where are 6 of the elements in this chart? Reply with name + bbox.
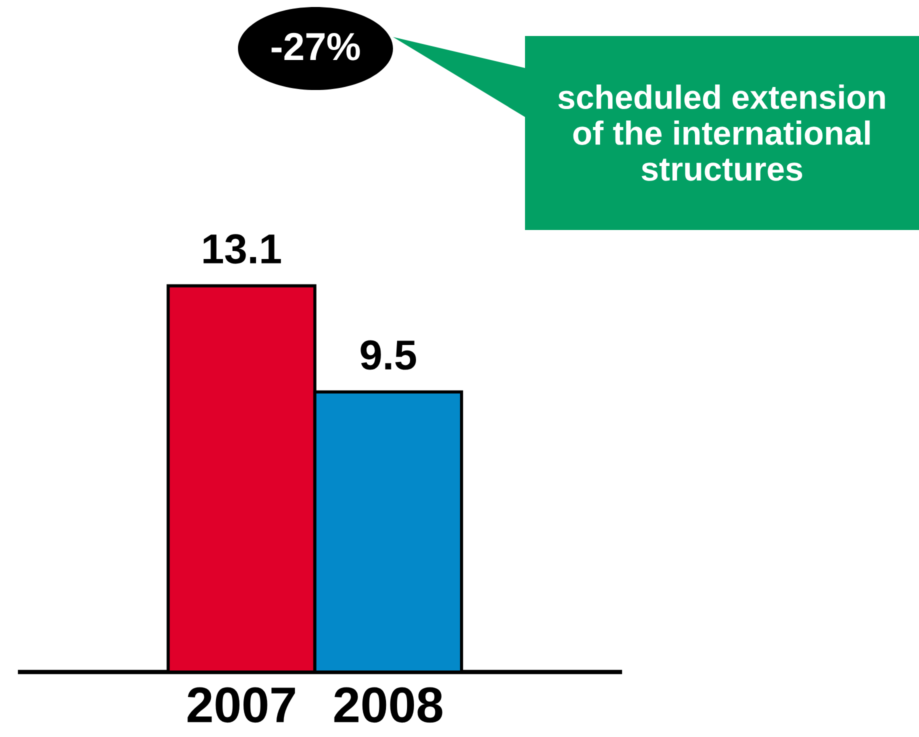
data-label: 9.5 bbox=[360, 340, 416, 370]
data-label: 13.1 bbox=[204, 234, 281, 264]
x-tick-label: 2007 bbox=[188, 687, 295, 723]
text: scheduled extension of the international structures bbox=[558, 84, 885, 181]
text: -27% bbox=[272, 32, 360, 60]
x-tick-label: 2008 bbox=[334, 687, 442, 723]
